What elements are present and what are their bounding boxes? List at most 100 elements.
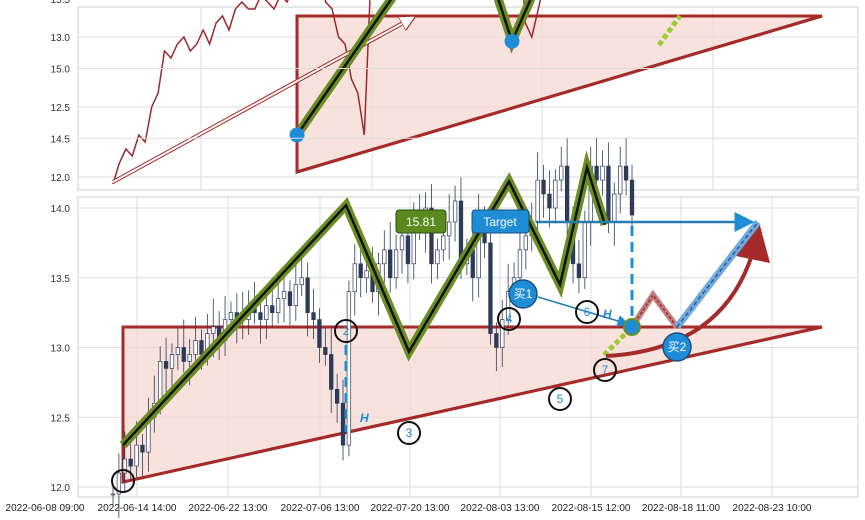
candle-body [110, 493, 116, 496]
svg-text:3: 3 [406, 426, 413, 440]
candle-body [606, 165, 611, 223]
candle-body [629, 179, 635, 216]
buy2-label: 买2 [668, 340, 687, 354]
top-pivot-marker [289, 127, 305, 143]
point-label-1 [111, 469, 135, 493]
candlesticks [110, 138, 635, 518]
candle-body [305, 277, 310, 313]
candle-body [405, 235, 411, 265]
candle-body [169, 354, 175, 369]
candle-body [181, 347, 186, 362]
candle-body [494, 333, 499, 348]
candle-body [523, 235, 528, 251]
candle-body [175, 347, 181, 355]
bottom-x-tick-label: 2022-08-03 13:00 [461, 503, 540, 514]
candle-body [488, 242, 493, 334]
buy1-arrow [537, 296, 630, 327]
top-y-tick-label: 12.0 [51, 173, 71, 184]
candle-body [264, 305, 269, 320]
candle-body [311, 312, 316, 320]
target-projection-dash [676, 221, 759, 328]
candle-body [576, 263, 582, 279]
candle-body [429, 207, 434, 265]
candle-body [258, 312, 263, 320]
bottom-y-tick-label: 15.0 [51, 65, 71, 76]
candle-body [452, 200, 458, 223]
bottom-x-axis: 2022-06-08 09:00 2022-06-14 14:00 2022-06-… [6, 503, 812, 514]
bottom-y-tick-label: 12.5 [51, 413, 71, 424]
candle-body [535, 179, 540, 223]
svg-text:6: 6 [584, 305, 591, 319]
candle-body [193, 340, 198, 355]
candle-body [594, 165, 599, 181]
candle-body [388, 249, 393, 279]
candle-body [612, 193, 617, 223]
target-value-box [395, 209, 447, 234]
point-label-7: 7 [593, 358, 617, 382]
candle-body [293, 284, 298, 307]
candle-body [441, 235, 446, 251]
bottom-y-tick-label: 14.0 [51, 204, 71, 215]
height-label-right: H [603, 307, 612, 321]
bottom-y-tick-label: 15.5 [51, 0, 71, 6]
bottom-support-line [122, 325, 823, 484]
bottom-x-tick-label: 2022-07-06 13:00 [281, 503, 360, 514]
top-pivot-marker [504, 33, 520, 49]
candle-body [364, 270, 369, 279]
bottom-x-tick-label: 2022-06-08 09:00 [6, 503, 85, 514]
candle-body [358, 263, 363, 279]
point-label-3: 3 [397, 421, 421, 445]
candle-body [334, 389, 340, 404]
candle-body [134, 444, 139, 467]
candle-body [287, 291, 293, 307]
candle-body [582, 221, 587, 279]
candle-body [187, 354, 192, 362]
bottom-zigzag-inner [122, 162, 607, 446]
candle-body [553, 179, 558, 209]
bottom-candle-panel: 12.012.513.013.514.014.515.015.516.0 202… [6, 0, 859, 518]
point-label-6: 6 [575, 300, 599, 324]
pullback-path-inner [631, 293, 678, 328]
candle-body [163, 361, 169, 369]
candle-body [500, 319, 505, 348]
bottom-x-tick-label: 2022-08-23 10:00 [733, 503, 812, 514]
candle-body [541, 179, 546, 195]
bottom-x-tick-label: 2022-07-20 13:00 [371, 503, 450, 514]
candle-body [275, 298, 281, 313]
candle-body [299, 277, 304, 286]
candle-body [393, 249, 399, 279]
bottom-y-tick-label: 12.0 [51, 483, 71, 494]
candle-body [505, 291, 511, 320]
target-box [471, 209, 530, 234]
point-label-4: 4 [497, 307, 521, 331]
candle-body [128, 458, 133, 467]
candle-body [547, 193, 552, 209]
point-label-2: 2 [334, 319, 358, 343]
top-price-panel: 12.012.513.013.514.0 [51, 0, 859, 191]
bottom-y-tick-label: 14.5 [51, 134, 71, 145]
top-y-tick-label: 13.0 [51, 33, 71, 44]
candle-body [623, 165, 629, 181]
bottom-x-tick-label: 2022-06-14 14:00 [98, 503, 177, 514]
candle-body [618, 165, 623, 195]
breakout-curve [605, 224, 771, 358]
top-price-line [112, 0, 542, 185]
candle-body [158, 361, 163, 404]
buy1-label: 买1 [514, 287, 533, 301]
bottom-y-axis: 12.012.513.013.514.014.515.015.516.0 [51, 0, 71, 494]
top-support-line [296, 14, 823, 174]
target-value-label: 15.81 [406, 215, 436, 229]
point-label-5: 5 [548, 387, 572, 411]
target-label: Target [483, 215, 517, 229]
top-y-axis: 12.012.513.013.514.0 [51, 33, 71, 184]
candle-body [564, 165, 570, 223]
buy1-circle [508, 279, 538, 309]
candle-body [270, 305, 275, 313]
candle-body [199, 340, 204, 355]
candle-body [559, 165, 564, 181]
candle-body [346, 291, 352, 446]
svg-text:2: 2 [343, 324, 350, 338]
candle-body [435, 249, 440, 265]
height-label-left: H [360, 411, 369, 425]
